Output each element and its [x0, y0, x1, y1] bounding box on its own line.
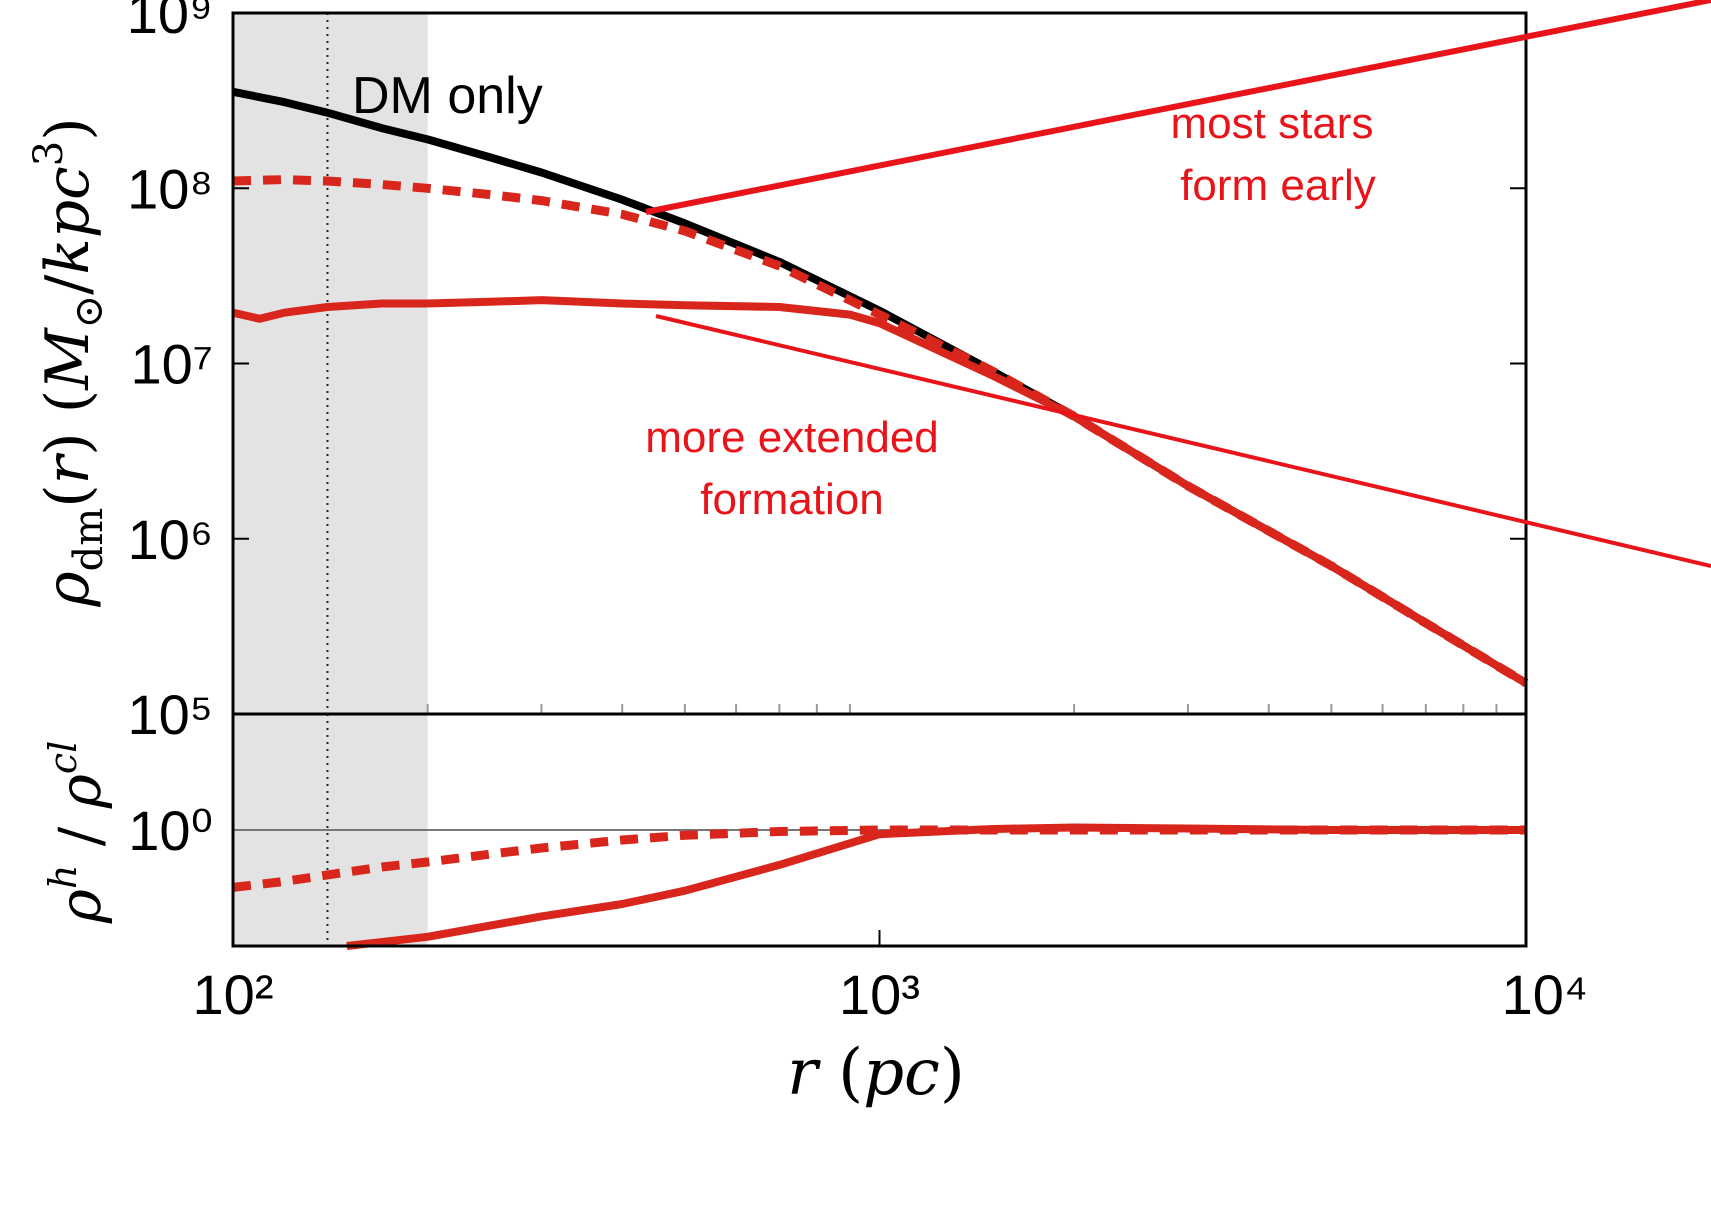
top-series-dashed-red	[232, 175, 1529, 687]
extended-formation-label-line2: formation	[700, 475, 883, 524]
top-series-group	[232, 87, 1529, 687]
bottom-y-ticks: 10⁰	[128, 799, 213, 862]
svg-text:ρh / ρcl: ρh / ρcl	[41, 741, 114, 925]
svg-text:r (pc): r (pc)	[787, 1036, 965, 1110]
bottom-x-ticks: 10² 10³ 10⁴	[193, 930, 1588, 1026]
early-formation-pointer-line	[645, 0, 1711, 215]
top-y-tick-label: 10⁵	[127, 683, 213, 746]
top-series-solid-red	[232, 296, 1529, 687]
x-axis-label: r (pc)	[787, 1036, 965, 1110]
bottom-y-tick-label: 10⁰	[128, 799, 213, 862]
bottom-series-group	[232, 823, 1526, 950]
top-y-tick-label: 10⁹	[127, 0, 213, 45]
early-formation-label-line2: form early	[1180, 161, 1376, 210]
early-formation-label-line1: most stars	[1171, 99, 1374, 148]
top-y-ticks: 10⁵ 10⁶ 10⁷ 10⁸ 10⁹	[127, 0, 1526, 746]
bottom-x-tick-label: 10³	[839, 963, 920, 1026]
bottom-x-tick-label: 10⁴	[1502, 963, 1588, 1026]
top-y-tick-label: 10⁶	[128, 508, 213, 571]
extended-formation-label-line1: more extended	[645, 413, 939, 462]
top-minor-ticks	[426, 704, 1498, 714]
top-y-tick-label: 10⁸	[127, 157, 213, 220]
extended-formation-pointer-line	[655, 314, 1711, 568]
bottom-x-tick-label: 10²	[193, 963, 274, 1026]
bottom-series-solid-red	[346, 823, 1526, 950]
top-y-tick-label: 10⁷	[130, 333, 213, 396]
bottom-y-axis-label: ρh / ρcl	[41, 741, 114, 925]
bottom-panel: 10⁰ 10² 10³ 10⁴	[128, 712, 1588, 1026]
dm-only-label: DM only	[352, 67, 543, 125]
svg-text:ρdm(r) (M⊙/kpc3): ρdm(r) (M⊙/kpc3)	[26, 117, 112, 607]
top-y-axis-label: ρdm(r) (M⊙/kpc3)	[26, 117, 112, 607]
